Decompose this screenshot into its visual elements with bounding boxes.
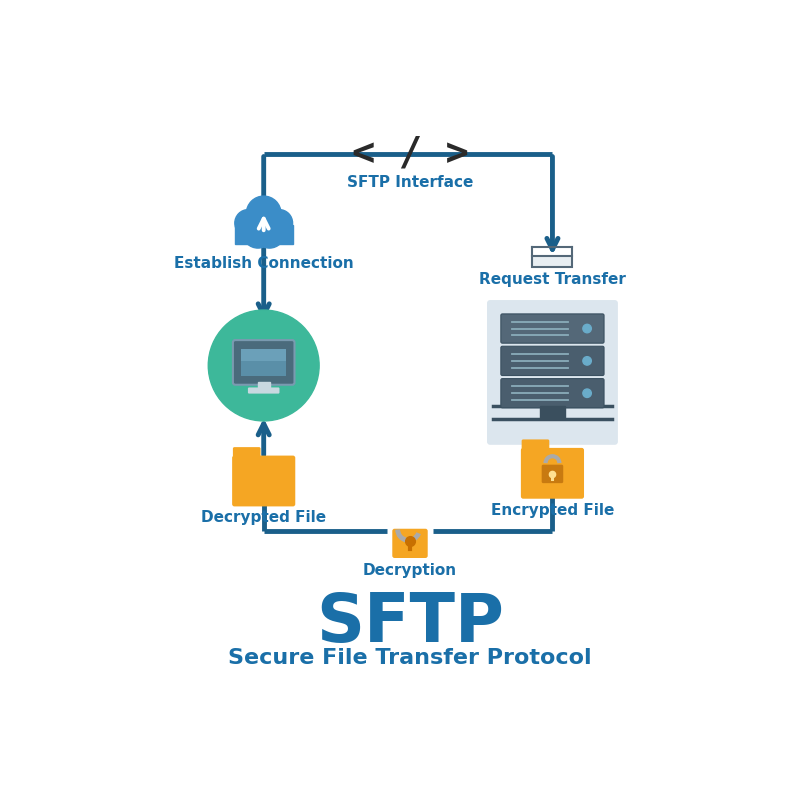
FancyBboxPatch shape <box>501 346 604 375</box>
FancyBboxPatch shape <box>233 447 261 459</box>
Bar <box>235 225 293 244</box>
FancyBboxPatch shape <box>232 455 295 506</box>
Circle shape <box>583 389 591 398</box>
FancyBboxPatch shape <box>233 340 294 385</box>
Text: Encrypted File: Encrypted File <box>490 502 614 518</box>
FancyBboxPatch shape <box>521 448 584 498</box>
Circle shape <box>242 218 274 248</box>
Text: Secure File Transfer Protocol: Secure File Transfer Protocol <box>228 648 592 668</box>
FancyBboxPatch shape <box>487 300 618 445</box>
Text: Establish Connection: Establish Connection <box>174 256 354 271</box>
FancyBboxPatch shape <box>242 349 286 361</box>
Text: Request Transfer: Request Transfer <box>479 272 626 287</box>
Bar <box>258 382 270 389</box>
FancyBboxPatch shape <box>392 529 428 558</box>
Circle shape <box>254 218 285 248</box>
Text: Decryption: Decryption <box>363 563 457 578</box>
Circle shape <box>235 210 262 237</box>
FancyBboxPatch shape <box>522 439 550 452</box>
Bar <box>540 406 565 418</box>
Circle shape <box>246 196 281 230</box>
FancyBboxPatch shape <box>542 465 563 483</box>
Circle shape <box>583 324 591 333</box>
Text: SFTP Interface: SFTP Interface <box>347 175 473 190</box>
FancyBboxPatch shape <box>242 349 286 376</box>
Circle shape <box>583 357 591 365</box>
FancyBboxPatch shape <box>533 256 573 267</box>
Circle shape <box>208 310 319 421</box>
Circle shape <box>266 210 293 237</box>
Text: SFTP: SFTP <box>316 590 504 657</box>
FancyBboxPatch shape <box>501 314 604 343</box>
Text: < / >: < / > <box>351 134 469 173</box>
FancyBboxPatch shape <box>501 378 604 408</box>
Text: Decrypted File: Decrypted File <box>201 510 326 526</box>
FancyBboxPatch shape <box>248 387 279 394</box>
